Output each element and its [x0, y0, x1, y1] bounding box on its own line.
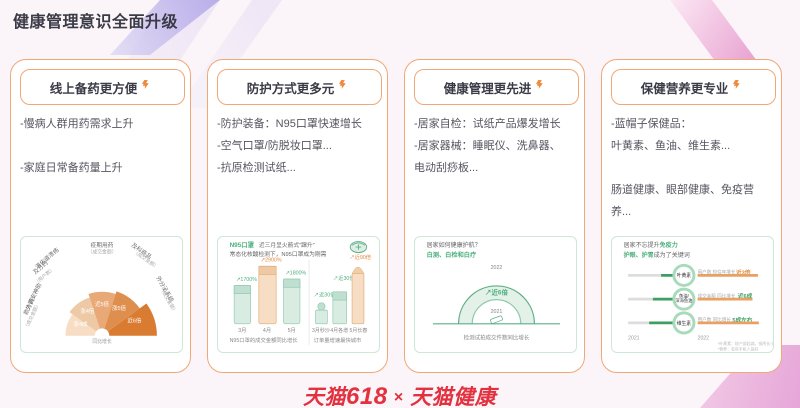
svg-text:2022: 2022	[491, 265, 503, 271]
svg-text:深海鱼油: 深海鱼油	[675, 297, 692, 304]
svg-text:4月各增: 4月各增	[330, 327, 348, 334]
svg-text:5月长春: 5月长春	[350, 327, 368, 334]
svg-text:（成交金额）: （成交金额）	[88, 248, 117, 255]
svg-text:↗近90倍: ↗近90倍	[349, 253, 371, 261]
svg-text:*营养：有些手机人投好: *营养：有些手机人投好	[718, 346, 759, 351]
svg-text:2021: 2021	[628, 335, 640, 341]
svg-text:*叶黄素：较户部起减，吸附长小预防: *叶黄素：较户部起减，吸附长小预防	[718, 341, 774, 346]
svg-text:检测试拍成交件数同比增长: 检测试拍成交件数同比增长	[464, 333, 530, 341]
svg-text:4月: 4月	[263, 327, 271, 334]
svg-text:↗2900%: ↗2900%	[261, 258, 282, 264]
svg-text:3月: 3月	[238, 327, 246, 334]
svg-text:N95口罩的成交金额同比增长: N95口罩的成交金额同比增长	[230, 336, 299, 344]
svg-text:↗1800%: ↗1800%	[285, 270, 306, 276]
svg-text:涨4成: 涨4成	[73, 320, 88, 328]
svg-text:2022: 2022	[698, 335, 710, 341]
svg-text:订单量增速最快城市: 订单量增速最快城市	[314, 336, 362, 344]
svg-text:涨5倍: 涨5倍	[112, 304, 127, 312]
svg-text:居家不忘提升免疫力: 居家不忘提升免疫力	[624, 241, 678, 249]
svg-text:居家如何健康护航？: 居家如何健康护航？	[427, 241, 481, 249]
svg-text:涨4倍: 涨4倍	[80, 307, 95, 315]
svg-text:N95口罩: N95口罩	[230, 240, 255, 249]
svg-text:↗1700%: ↗1700%	[236, 277, 257, 283]
svg-text:护眼、护胃成为了关键词: 护眼、护胃成为了关键词	[624, 251, 690, 259]
svg-text:近6倍: 近6倍	[127, 317, 142, 325]
svg-text:近三月呈火箭式"蹿升": 近三月呈火箭式"蹿升"	[259, 241, 315, 249]
svg-text:3月秒沙: 3月秒沙	[312, 327, 330, 334]
svg-text:5月: 5月	[288, 327, 296, 334]
svg-text:白测、白检和白疗: 白测、白检和白疗	[427, 251, 477, 259]
svg-text:↗近6倍: ↗近6倍	[485, 288, 508, 297]
svg-text:疫期用药: 疫期用药	[91, 241, 114, 249]
svg-text:近5倍: 近5倍	[95, 300, 110, 308]
svg-text:2021: 2021	[491, 309, 503, 315]
svg-text:同比增长: 同比增长	[92, 338, 111, 345]
